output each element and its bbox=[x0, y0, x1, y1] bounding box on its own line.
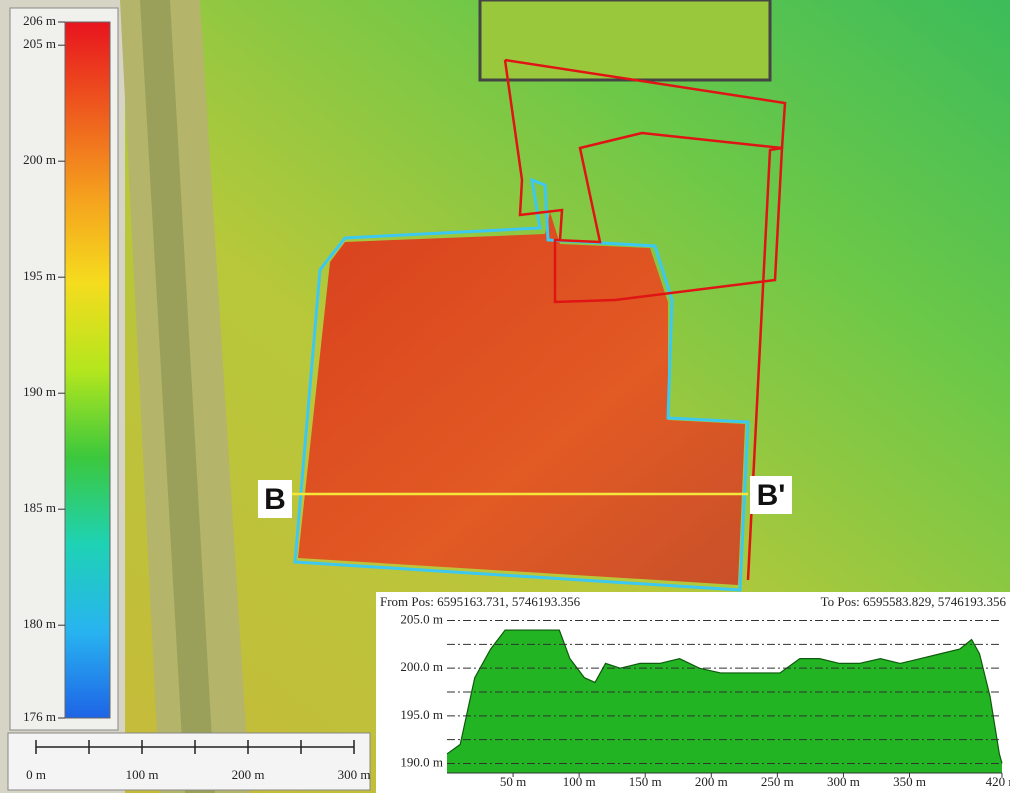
scale-label: 100 m bbox=[126, 767, 159, 782]
color-bar bbox=[65, 22, 110, 718]
profile-from: From Pos: 6595163.731, 5746193.356 bbox=[380, 594, 581, 609]
scale-label: 200 m bbox=[232, 767, 265, 782]
profile-chart: From Pos: 6595163.731, 5746193.356 To Po… bbox=[376, 592, 1010, 793]
legend-tick-label: 195 m bbox=[23, 268, 56, 283]
section-label: B' bbox=[757, 479, 786, 512]
y-tick-label: 200.0 m bbox=[400, 659, 443, 674]
y-tick-label: 205.0 m bbox=[400, 612, 443, 627]
scale-panel bbox=[8, 733, 370, 790]
x-tick-label: 420 m bbox=[986, 774, 1010, 789]
x-tick-label: 250 m bbox=[761, 774, 794, 789]
map-view: B B' 206 m 205 m 200 m 195 m 190 m 185 m 180 m… bbox=[0, 0, 1010, 793]
x-tick-label: 300 m bbox=[827, 774, 860, 789]
legend-tick-label: 200 m bbox=[23, 152, 56, 167]
x-tick-label: 50 m bbox=[500, 774, 526, 789]
legend-tick-label: 190 m bbox=[23, 384, 56, 399]
x-tick-label: 150 m bbox=[629, 774, 662, 789]
legend-tick-label: 205 m bbox=[23, 36, 56, 51]
legend-tick-label: 185 m bbox=[23, 500, 56, 515]
scale-label: 300 m bbox=[338, 767, 371, 782]
y-tick-label: 190.0 m bbox=[400, 754, 443, 769]
legend-tick-label: 176 m bbox=[23, 709, 56, 724]
legend-tick-label: 206 m bbox=[23, 13, 56, 28]
legend-tick-label: 180 m bbox=[23, 616, 56, 631]
x-tick-label: 350 m bbox=[893, 774, 926, 789]
terrain-block bbox=[480, 0, 770, 80]
section-label: B bbox=[264, 483, 286, 516]
y-tick-label: 195.0 m bbox=[400, 707, 443, 722]
x-tick-label: 200 m bbox=[695, 774, 728, 789]
color-legend: 206 m 205 m 200 m 195 m 190 m 185 m 180 m 176 m bbox=[10, 8, 118, 730]
scale-bar: 0 m 100 m 200 m 300 m bbox=[8, 733, 370, 790]
scale-label: 0 m bbox=[26, 767, 46, 782]
x-tick-label: 100 m bbox=[563, 774, 596, 789]
profile-to: To Pos: 6595583.829, 5746193.356 bbox=[821, 594, 1007, 609]
